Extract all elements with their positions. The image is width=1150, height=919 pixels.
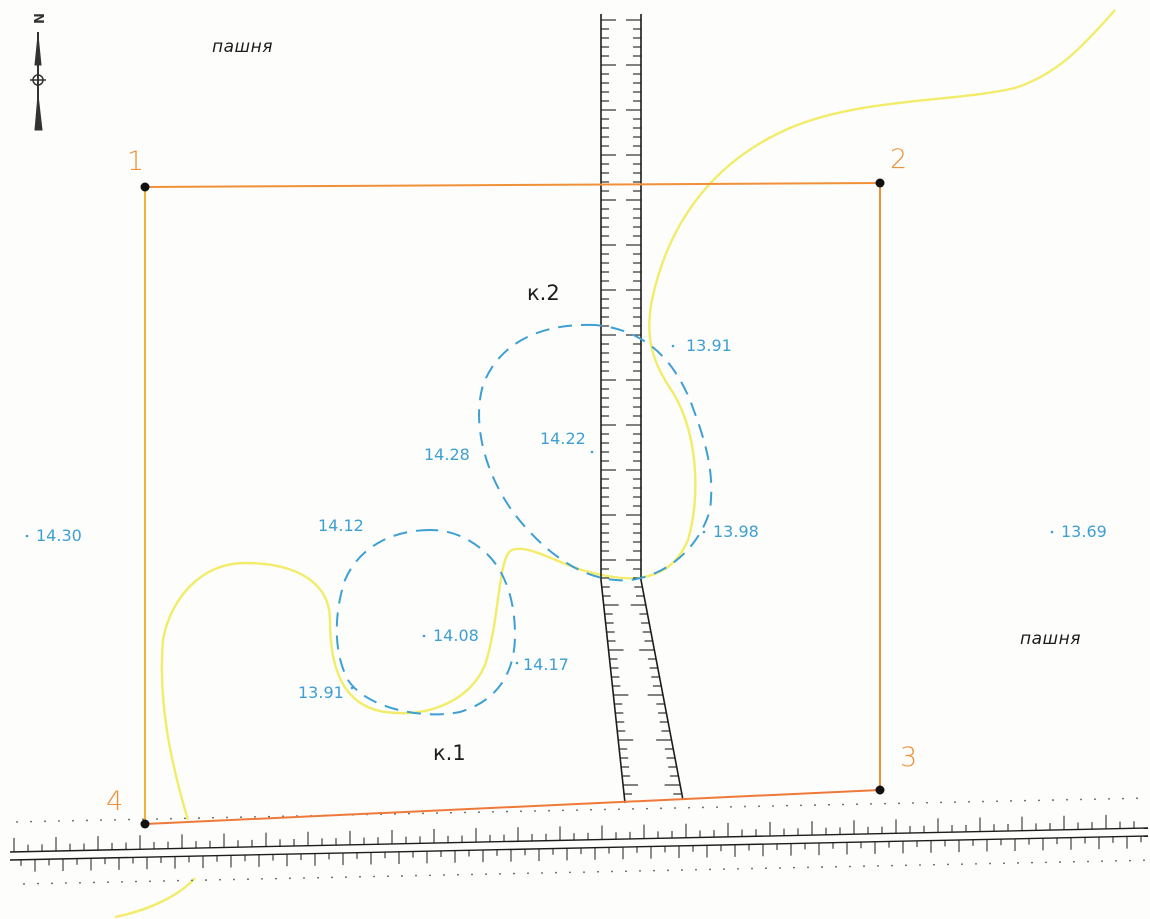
elevation-label: 14.08 (433, 626, 479, 645)
elevation-label: 13.98 (713, 522, 759, 541)
pit-contour-k2 (478, 323, 713, 582)
yellow-line-lower (114, 877, 196, 919)
elevation-label: 14.12 (318, 516, 364, 535)
pit-label-k2: к.2 (527, 281, 560, 305)
corner-point-3 (875, 785, 885, 795)
plot-boundary (144, 182, 881, 825)
elevation-label: 14.22 (540, 429, 586, 448)
elevation-label: 14.30 (36, 526, 82, 545)
corner-label-2: 2 (890, 144, 908, 175)
railway (9, 797, 1149, 885)
corner-label-3: 3 (900, 742, 918, 773)
corner-point-2 (875, 178, 885, 188)
elevation-label: 13.91 (686, 336, 732, 355)
corner-point-4 (140, 819, 150, 829)
corner-points (140, 178, 885, 829)
elevation-label: 14.17 (523, 655, 569, 674)
corner-label-4: 4 (106, 786, 124, 817)
corner-label-1: 1 (127, 146, 145, 177)
road-vertical (600, 14, 684, 804)
landuse-label-top: пашня (212, 37, 273, 57)
north-arrow-icon (30, 32, 46, 131)
corner-point-1 (140, 182, 150, 192)
elevation-label: 13.69 (1061, 522, 1107, 541)
pit-contour-k1 (335, 528, 517, 716)
north-label: N (29, 13, 45, 24)
elevation-points (25, 344, 1054, 690)
landuse-label-right: пашня (1020, 629, 1081, 649)
pit-label-k1: к.1 (433, 741, 466, 765)
elevation-label: 14.28 (424, 445, 470, 464)
elevation-label: 13.91 (298, 683, 344, 702)
